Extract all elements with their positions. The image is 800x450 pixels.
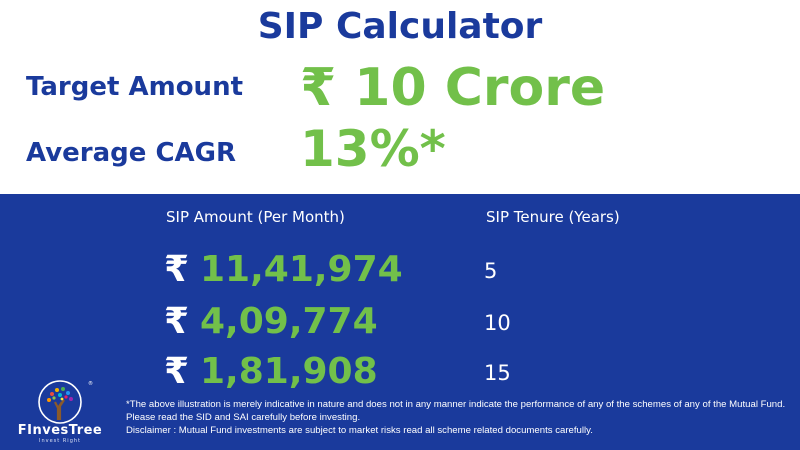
disclaimer-text: *The above illustration is merely indica… [126, 398, 794, 437]
sip-amount-value: 11,41,974 [200, 249, 403, 290]
sip-amount-value: 1,81,908 [200, 351, 378, 392]
sip-tenure-value: 10 [484, 311, 511, 335]
sip-tenure-header: SIP Tenure (Years) [486, 208, 620, 226]
sip-tenure-value: 15 [484, 361, 511, 385]
average-cagr-value: 13%* [300, 120, 446, 178]
tree-logo-icon: ® [38, 380, 93, 424]
market-risk-disclaimer: Disclaimer : Mutual Fund investments are… [126, 425, 593, 436]
average-cagr-label: Average CAGR [26, 138, 237, 168]
brand-tagline: Invest Right [39, 438, 81, 444]
rupee-symbol: ₹ [164, 351, 190, 392]
sip-amount-header: SIP Amount (Per Month) [166, 208, 345, 226]
brand-name: FInvesTree [17, 423, 103, 438]
target-amount-label: Target Amount [26, 72, 244, 102]
sip-results-panel: SIP Amount (Per Month) SIP Tenure (Years… [0, 194, 800, 450]
header-section: SIP Calculator Target Amount ₹ 10 Crore … [0, 0, 800, 194]
target-amount-value: ₹ 10 Crore [300, 58, 606, 118]
sip-row: ₹ 1,81,908 15 [0, 351, 800, 397]
illustration-note: *The above illustration is merely indica… [126, 399, 786, 423]
sip-row: ₹ 4,09,774 10 [0, 301, 800, 347]
page-title: SIP Calculator [257, 6, 543, 47]
svg-text:®: ® [88, 380, 93, 387]
rupee-symbol: ₹ [164, 249, 190, 290]
sip-tenure-value: 5 [484, 259, 498, 283]
sip-row: ₹ 11,41,974 5 [0, 249, 800, 295]
rupee-symbol: ₹ [164, 301, 190, 342]
sip-amount-value: 4,09,774 [200, 301, 378, 342]
